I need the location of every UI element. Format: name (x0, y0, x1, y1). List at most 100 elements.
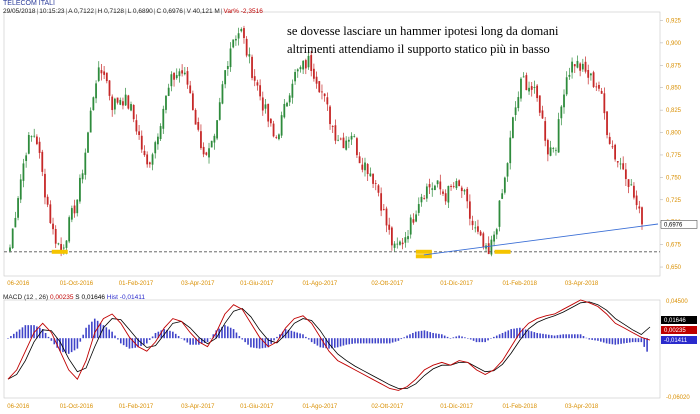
candle (33, 128, 36, 138)
candle (501, 188, 504, 200)
candle-body (358, 156, 361, 164)
candle-body (439, 181, 442, 190)
histogram-bar (467, 338, 469, 339)
candle (592, 70, 595, 88)
candle (512, 116, 514, 139)
candle-body (173, 72, 175, 80)
histogram-bar (368, 338, 371, 344)
candle (337, 134, 340, 142)
candle-body (576, 60, 579, 68)
candle (259, 79, 262, 101)
histogram-bar (643, 338, 646, 347)
histogram-bar (293, 331, 296, 339)
histogram-bar (637, 338, 640, 343)
candle (399, 240, 401, 246)
histogram-bar (88, 324, 90, 339)
histogram-bar (568, 334, 570, 339)
candle (630, 179, 633, 186)
candle-body (571, 61, 573, 73)
support-marker (51, 249, 68, 254)
candle-body (9, 247, 11, 252)
histogram-bar (276, 336, 278, 339)
histogram-bar (539, 333, 541, 339)
candle-body (557, 119, 560, 153)
candle (350, 132, 353, 145)
histogram-bar (253, 338, 255, 348)
candle (544, 116, 547, 147)
candle-body (342, 137, 345, 149)
candle-body (334, 125, 337, 141)
candle-body (372, 173, 374, 184)
candle-body (248, 54, 251, 57)
candle (97, 61, 100, 83)
candle-body (627, 179, 630, 187)
candle (122, 97, 124, 110)
candle (235, 35, 237, 46)
candle-body (444, 193, 447, 202)
candle (536, 83, 539, 102)
candle (385, 206, 388, 233)
candle-body (533, 87, 536, 88)
histogram-bar (174, 333, 177, 339)
candle (52, 217, 54, 235)
macd-xtick-label: 01-Oct-2016 (60, 404, 94, 410)
histogram-bar (628, 338, 631, 343)
candle (159, 123, 162, 142)
candle (514, 101, 517, 121)
support-marker (415, 249, 432, 254)
histogram-bar (122, 338, 125, 346)
histogram-bar (435, 333, 437, 339)
candle (366, 163, 369, 181)
price-ytick-label: 0,675 (666, 243, 682, 249)
candle (205, 151, 208, 156)
histogram-bar (212, 334, 215, 339)
candle-body (60, 244, 62, 251)
signal-label: S (75, 294, 80, 301)
histogram-bar (281, 331, 284, 339)
candle (503, 176, 506, 195)
candle-body (208, 148, 210, 158)
candle (442, 189, 444, 196)
histogram-bar (524, 329, 527, 339)
candle (627, 179, 630, 194)
price-ytick-label: 0,925 (666, 18, 682, 24)
candle (186, 67, 189, 89)
price-xtick-label: 01-Giu-2017 (240, 281, 274, 287)
histogram-bar (82, 334, 84, 339)
histogram-bar (111, 331, 113, 339)
histogram-bar (221, 326, 223, 339)
candle-body (76, 199, 79, 214)
candle (232, 39, 235, 49)
candle (208, 142, 210, 164)
histogram-bar (365, 338, 368, 344)
candle (563, 89, 565, 114)
candle (495, 227, 498, 240)
candle-body (447, 185, 450, 203)
candle (509, 130, 512, 170)
histogram-bar (148, 338, 151, 340)
candle-body (385, 208, 388, 226)
histogram-bar (163, 329, 165, 339)
candle-body (541, 110, 544, 119)
macd-line (7, 299, 651, 391)
candle (253, 69, 256, 87)
histogram-bar (614, 338, 617, 345)
candle-body (538, 95, 541, 113)
candle (608, 132, 611, 145)
candle-body (140, 135, 143, 150)
histogram-bar (423, 330, 426, 339)
candle (54, 225, 57, 249)
candle (76, 199, 79, 217)
histogram-bar (325, 338, 327, 349)
histogram-bar (646, 338, 648, 352)
candle-body (108, 80, 111, 96)
candle (304, 58, 307, 75)
histogram-bar (339, 338, 342, 347)
candle-body (202, 146, 205, 155)
histogram-bar (284, 329, 287, 339)
candle-body (517, 97, 520, 109)
histogram-bar (409, 334, 411, 339)
candle-body (323, 93, 326, 97)
candle-body (399, 241, 401, 245)
